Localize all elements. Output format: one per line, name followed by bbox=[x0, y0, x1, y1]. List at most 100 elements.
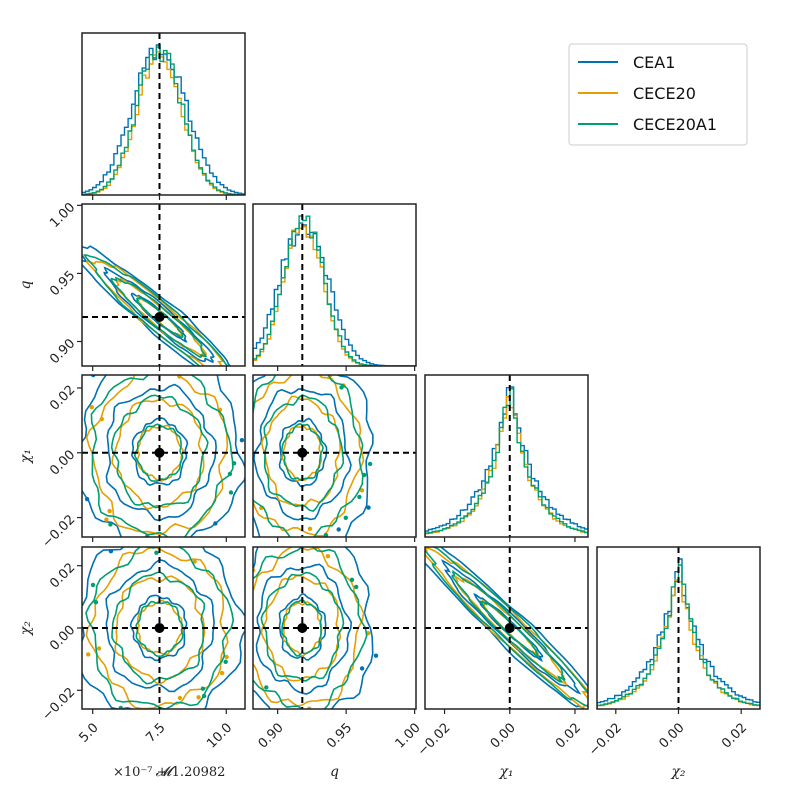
contour-chi2-q-cea1 bbox=[255, 563, 353, 695]
contour-chi1-q-cea1 bbox=[278, 417, 328, 488]
x-tick-label-Mc: 7.5 bbox=[143, 720, 168, 745]
y-axis-label-chi1: χ₁ bbox=[18, 449, 34, 464]
outlier-point bbox=[367, 461, 373, 467]
outlier-point bbox=[296, 368, 300, 372]
y-tick-label-chi1: 0.00 bbox=[47, 447, 78, 478]
panel-frame bbox=[252, 203, 417, 367]
outlier-point bbox=[204, 717, 208, 721]
y-axis-label-q: q bbox=[18, 280, 34, 289]
truth-point bbox=[154, 311, 165, 322]
panel-chi2-Mc: 5.0 7.5 10.0 −0.02 0.00 0.02 χ₂ bbox=[18, 521, 246, 752]
outlier-point bbox=[93, 600, 99, 605]
panel-frame bbox=[81, 32, 246, 196]
panel-content bbox=[229, 547, 416, 717]
contour-chi2-chi1-cece20a1 bbox=[425, 547, 588, 708]
contour-q-Mc-cece20a1 bbox=[110, 276, 208, 358]
outlier-point bbox=[248, 404, 252, 408]
hist-Mc-cea1 bbox=[82, 44, 245, 195]
contour-chi1-q-cece20 bbox=[260, 395, 342, 508]
hist-Mc-cece20a1 bbox=[82, 46, 245, 195]
contour-chi2-chi1-cea1 bbox=[425, 547, 588, 709]
outlier-point bbox=[307, 526, 313, 531]
legend: CEA1 CECE20 CECE20A1 bbox=[568, 43, 748, 146]
panel-chi1-q bbox=[238, 368, 417, 567]
x-tick-label-chi1: 0.02 bbox=[553, 720, 584, 751]
outlier-point bbox=[296, 563, 300, 567]
panel-content bbox=[82, 521, 245, 721]
contour-chi1-q-cece20a1 bbox=[263, 394, 345, 512]
panel-q-q bbox=[252, 203, 417, 371]
x-tick-label-chi2: 0.00 bbox=[656, 720, 687, 751]
outlier-point bbox=[219, 670, 225, 676]
outlier-point bbox=[200, 686, 206, 691]
outlier-point bbox=[359, 666, 365, 671]
outlier-point bbox=[229, 575, 233, 579]
panel-frame bbox=[252, 374, 417, 538]
panel-frame bbox=[424, 546, 589, 710]
contour-chi1-q-cea1 bbox=[253, 388, 352, 521]
panel-content bbox=[253, 204, 416, 366]
y-tick-label-chi2: 0.00 bbox=[47, 623, 78, 654]
outlier-point bbox=[366, 505, 371, 510]
y-tick-label-chi2: −0.02 bbox=[40, 685, 79, 724]
outlier-point bbox=[357, 494, 362, 500]
x-tick-label-Mc: 5.0 bbox=[77, 720, 102, 745]
contour-chi2-Mc-cece20a1 bbox=[111, 571, 206, 685]
panel-chi1-chi1 bbox=[424, 374, 589, 542]
contour-chi2-Mc-cea1 bbox=[129, 594, 188, 662]
outlier-point bbox=[177, 375, 182, 379]
outlier-point bbox=[309, 713, 313, 717]
x-tick-label-chi1: 0.00 bbox=[488, 720, 519, 751]
panel-content bbox=[82, 375, 245, 537]
outlier-point bbox=[228, 490, 234, 495]
x-axis-label-chi1: χ₁ bbox=[498, 764, 513, 780]
outlier-point bbox=[343, 515, 348, 520]
x-axis-label-q: q bbox=[330, 764, 339, 780]
x-tick-label-q: 0.95 bbox=[324, 720, 355, 751]
x-tick-label-chi1: −0.02 bbox=[415, 720, 454, 759]
y-tick-label-chi1: 0.02 bbox=[47, 383, 78, 414]
contour-chi1-q-cece20a1 bbox=[280, 423, 324, 482]
outlier-point bbox=[317, 541, 321, 545]
panel-frame bbox=[424, 374, 589, 538]
outlier-point bbox=[339, 385, 344, 390]
panel-chi1-Mc: −0.02 0.00 0.02 χ₁ bbox=[18, 374, 246, 551]
x-tick-label-chi2: 0.02 bbox=[719, 720, 750, 751]
hist-q-cece20a1 bbox=[253, 215, 416, 366]
contour-chi2-Mc-cea1 bbox=[105, 558, 215, 693]
outlier-point bbox=[107, 508, 112, 514]
contour-chi2-q-cea1 bbox=[253, 547, 374, 709]
outlier-point bbox=[336, 527, 341, 532]
truth-point bbox=[297, 623, 308, 633]
outlier-point bbox=[108, 522, 113, 527]
truth-point bbox=[297, 447, 308, 458]
x-tick-label-q: 0.90 bbox=[256, 720, 287, 751]
panel-chi2-chi2: −0.02 0.00 0.02 bbox=[586, 546, 761, 759]
contour-chi2-q-cea1 bbox=[278, 592, 327, 661]
outlier-point bbox=[110, 539, 114, 543]
truth-point bbox=[154, 447, 165, 458]
x-axis-label-chi2: χ₂ bbox=[670, 764, 685, 780]
x-axis-label-Mc: 𝓜 bbox=[156, 764, 176, 780]
y-axis-label-chi2: χ₂ bbox=[18, 621, 34, 636]
contour-chi1-Mc-cece20a1 bbox=[110, 394, 209, 509]
y-tick-label-chi1: −0.02 bbox=[40, 512, 79, 551]
outlier-point bbox=[192, 559, 197, 564]
y-tick-label-chi2: 0.02 bbox=[47, 560, 78, 591]
outlier-point bbox=[89, 405, 95, 410]
y-tick-label-q: 0.95 bbox=[47, 268, 78, 299]
panel-Mc-Mc bbox=[81, 32, 246, 200]
contour-q-Mc-cea1 bbox=[82, 245, 232, 366]
contour-chi1-Mc-cece20 bbox=[111, 398, 205, 510]
outlier-point bbox=[359, 488, 365, 493]
hist-chi1-cece20a1 bbox=[425, 388, 588, 537]
outlier-point bbox=[182, 521, 186, 525]
contour-chi2-Mc-cece20a1 bbox=[135, 600, 184, 658]
outlier-point bbox=[238, 508, 242, 512]
outlier-point bbox=[213, 521, 218, 526]
outlier-point bbox=[90, 582, 96, 588]
contour-chi2-q-cece20a1 bbox=[260, 571, 345, 682]
panel-content bbox=[82, 33, 245, 195]
outlier-point bbox=[354, 584, 359, 590]
